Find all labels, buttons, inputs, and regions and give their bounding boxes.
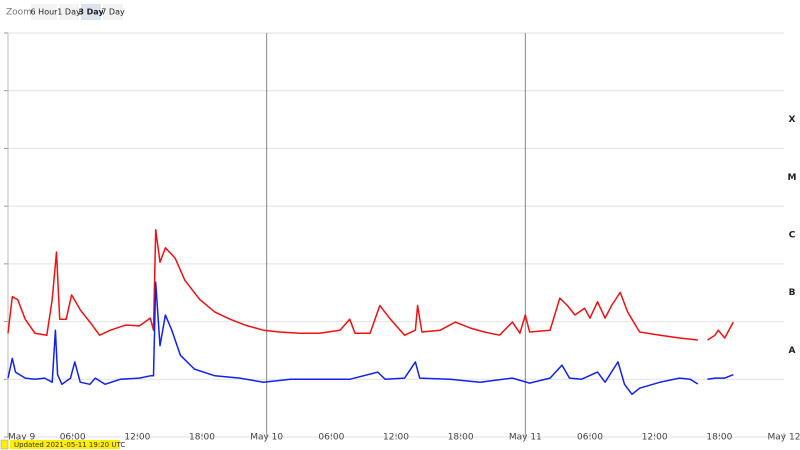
zoom-button[interactable]: [31, 4, 57, 20]
class-label: A: [789, 346, 796, 356]
zoom-button-label[interactable]: 3 Day: [78, 8, 104, 17]
zoom-button[interactable]: [81, 4, 101, 20]
x-tick-label: May 9: [8, 433, 35, 443]
zoom-button[interactable]: [103, 4, 123, 20]
x-tick-label: 06:00: [318, 433, 344, 443]
x-tick-label: May 12: [768, 433, 800, 443]
zoom-button-label[interactable]: 6 Hour: [31, 8, 59, 17]
x-tick-label: 18:00: [448, 433, 474, 443]
x-tick-label: May 10: [250, 433, 283, 443]
x-tick-label: 12:00: [124, 433, 150, 443]
x-tick-label: 18:00: [706, 433, 732, 443]
updated-text: Updated 2021-05-11 19:20 UTC: [14, 441, 125, 449]
class-label: X: [789, 115, 796, 125]
status-box: [10, 440, 120, 449]
status-swatch: [0, 439, 9, 450]
class-label: C: [789, 231, 796, 241]
x-tick-label: May 11: [509, 433, 542, 443]
x-tick-label: 06:00: [60, 433, 86, 443]
zoom-button[interactable]: [59, 4, 79, 20]
x-tick-label: 18:00: [189, 433, 215, 443]
x-tick-label: 12:00: [383, 433, 409, 443]
x-tick-label: 12:00: [642, 433, 668, 443]
class-label: M: [788, 173, 797, 183]
class-label: B: [789, 288, 796, 298]
plot: May 9 06:00 12:00 18:00 May 10 06:00 12:00 18:0…: [4, 32, 800, 443]
flux-line: [7, 228, 734, 341]
zoom-button-label[interactable]: 7 Day: [101, 8, 125, 17]
zoom-label: Zoom: [6, 8, 32, 18]
x-tick-label: 06:00: [577, 433, 603, 443]
zoom-button-label[interactable]: 1 Day: [57, 8, 81, 17]
flux-line: [7, 281, 734, 396]
